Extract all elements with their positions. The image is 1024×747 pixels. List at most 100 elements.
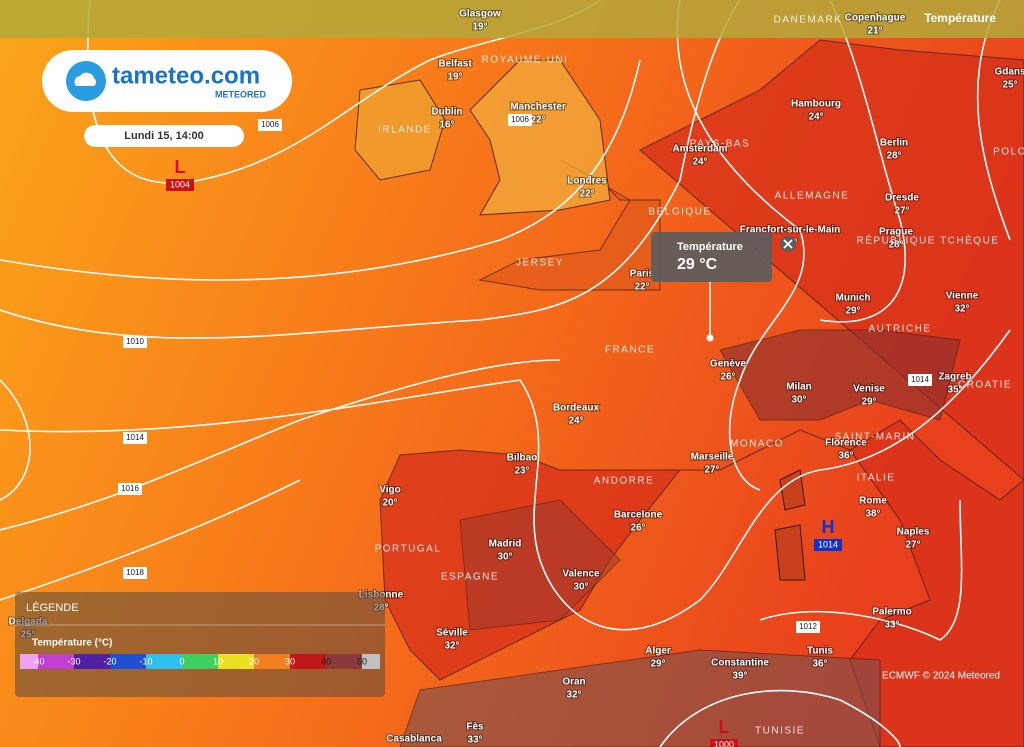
city-name[interactable]: Valence	[561, 568, 601, 581]
city-name[interactable]: Bordeaux	[552, 402, 601, 415]
city-name[interactable]: Bilbao	[506, 452, 539, 465]
city-temp[interactable]: 23°	[513, 465, 530, 478]
city-temp[interactable]: 26°	[629, 522, 646, 535]
city-name[interactable]: Séville	[435, 627, 469, 640]
city-name[interactable]: Vienne	[945, 290, 980, 303]
city-temp[interactable]: 32°	[565, 689, 582, 702]
city-name[interactable]: Copenhague	[844, 12, 907, 25]
scale-tick: 40	[321, 656, 331, 666]
country-label: BELGIQUE	[648, 207, 711, 218]
city-name[interactable]: Palermo	[871, 606, 912, 619]
pressure-tag	[710, 739, 738, 747]
city-temp[interactable]: 30°	[572, 581, 589, 594]
city-name[interactable]: Zagreb	[937, 371, 972, 384]
city-name[interactable]: Rome	[858, 495, 888, 508]
scale-segment	[92, 654, 110, 669]
scale-segment	[290, 654, 308, 669]
country-label: PORTUGAL	[375, 544, 442, 555]
city-temp[interactable]: 36°	[837, 450, 854, 463]
city-temp[interactable]: 24°	[567, 415, 584, 428]
date-box[interactable]	[84, 125, 244, 147]
city-name[interactable]: Belfast	[437, 58, 473, 71]
city-name[interactable]: Vigo	[378, 484, 401, 497]
city-temp[interactable]: 38°	[864, 508, 881, 521]
city-temp[interactable]: 29°	[860, 396, 877, 409]
country-label: ANDORRE	[594, 476, 655, 487]
city-name[interactable]: Manchester	[509, 101, 567, 114]
city-name[interactable]: Fès	[465, 721, 485, 734]
city-temp[interactable]: 24°	[807, 111, 824, 124]
city-temp[interactable]: 29°	[844, 305, 861, 318]
logo-box[interactable]	[42, 50, 292, 112]
pressure-tag	[166, 179, 194, 191]
city-temp[interactable]: 29°	[649, 658, 666, 671]
pressure-value: 1000	[714, 739, 734, 747]
city-name[interactable]: Constantine	[710, 657, 770, 670]
city-name[interactable]: Casablanca	[385, 733, 443, 746]
close-icon[interactable]	[783, 239, 793, 249]
city-temp[interactable]: 27°	[703, 464, 720, 477]
isobar-label: 1006	[261, 120, 279, 129]
city-name[interactable]: Londres	[566, 175, 608, 188]
city-temp[interactable]: 36°	[811, 658, 828, 671]
city-name[interactable]: Amsterdam	[671, 143, 728, 156]
scale-segment	[308, 654, 326, 669]
city-name[interactable]: Paris	[629, 268, 656, 281]
city-temp[interactable]: 22°	[633, 281, 650, 294]
city-temp[interactable]: 33°	[883, 619, 900, 632]
city-name[interactable]: Dresde	[884, 192, 920, 205]
city-temp[interactable]: 24°	[691, 156, 708, 169]
city-name[interactable]: Berlin	[879, 137, 909, 150]
city-name[interactable]: Naples	[896, 526, 931, 539]
city-name[interactable]: Marseille	[690, 451, 735, 464]
city-temp[interactable]: 27°	[904, 539, 921, 552]
city-temp[interactable]: 21°	[866, 25, 883, 38]
country-label: JERSEY	[516, 258, 564, 269]
city-temp[interactable]: 30°	[790, 394, 807, 407]
layer-name[interactable]: Température	[924, 11, 996, 25]
city-name[interactable]: Barcelone	[613, 509, 664, 522]
country-label: DANEMARK	[774, 15, 843, 26]
brand: tameteo.com	[112, 62, 260, 89]
city-name[interactable]: Venise	[852, 383, 886, 396]
isobar-label: 1018	[126, 568, 144, 577]
city-name[interactable]: Oran	[561, 676, 586, 689]
pressure-tag	[814, 539, 842, 551]
city-temp[interactable]: 35°	[946, 384, 963, 397]
city-temp[interactable]: 22°	[578, 188, 595, 201]
isobar-tag	[258, 119, 282, 131]
city-name[interactable]: Glasgow	[458, 8, 502, 21]
city-temp[interactable]: 26°	[719, 371, 736, 384]
city-name[interactable]: Alger	[644, 645, 672, 658]
city-name[interactable]: Genève	[709, 358, 748, 371]
city-name[interactable]: Munich	[835, 292, 872, 305]
scale-segment	[218, 654, 236, 669]
city-temp[interactable]: 19°	[471, 21, 488, 34]
city-temp[interactable]: 25°	[1001, 79, 1018, 92]
city-temp[interactable]: 16°	[438, 119, 455, 132]
city-name[interactable]: Tunis	[806, 645, 834, 658]
city-temp[interactable]: 19°	[446, 71, 463, 84]
city-name[interactable]: Gdans	[993, 66, 1024, 79]
city-temp[interactable]: 33°	[466, 734, 483, 747]
scale-segment	[326, 654, 344, 669]
isobar-tag	[796, 621, 820, 633]
city-temp[interactable]: 39°	[731, 670, 748, 683]
city-name[interactable]: Milan	[785, 381, 813, 394]
city-name[interactable]: Prague	[878, 226, 914, 239]
city-temp[interactable]: 27°	[893, 205, 910, 218]
city-temp[interactable]: 30°	[496, 551, 513, 564]
city-name[interactable]: Hambourg	[790, 98, 842, 111]
city-name[interactable]: Florence	[824, 437, 868, 450]
city-name[interactable]: Madrid	[488, 538, 523, 551]
city-temp[interactable]: 22°	[529, 114, 546, 127]
city-temp[interactable]: 32°	[953, 303, 970, 316]
city-temp[interactable]: 28°	[887, 239, 904, 252]
city-temp[interactable]: 28°	[885, 150, 902, 163]
country-label: IRLANDE	[378, 125, 432, 136]
city-name[interactable]: Dublin	[430, 106, 463, 119]
city-temp[interactable]: 32°	[443, 640, 460, 653]
scale-tick: 0	[179, 656, 184, 666]
logo[interactable]: tameteo.com METEORED	[42, 50, 292, 112]
city-temp[interactable]: 20°	[381, 497, 398, 510]
